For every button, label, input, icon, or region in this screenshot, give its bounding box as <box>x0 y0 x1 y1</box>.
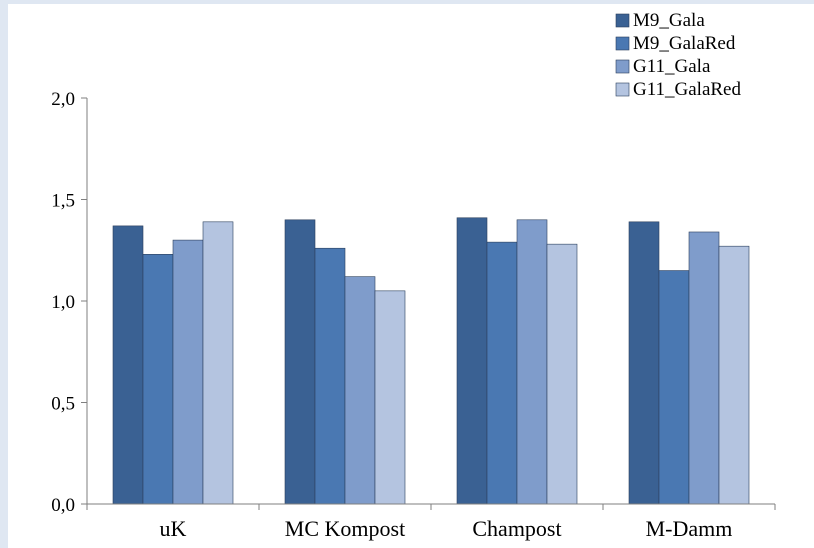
legend-swatch-G11_Gala <box>615 59 630 74</box>
x-category-label: uK <box>160 516 187 541</box>
bar-M9_GalaRed-uK <box>142 254 174 505</box>
x-category-label: Champost <box>472 516 561 541</box>
bar-G11_Gala-uK <box>172 239 204 505</box>
bar-M9_Gala-Champost <box>456 217 488 505</box>
y-tick-label: 0,5 <box>51 394 75 415</box>
bar-G11_Gala-Champost <box>516 219 548 505</box>
bar-M9_Gala-uK <box>112 225 144 505</box>
bar-G11_GalaRed-M-Damm <box>718 245 750 505</box>
bar-M9_GalaRed-Champost <box>486 241 518 505</box>
legend-swatch-G11_GalaRed <box>615 82 630 97</box>
x-category-label: MC Kompost <box>285 516 405 541</box>
bar-chart: 0,0 0,5 1,0 1,5 2,0 uK MC Kompost Champost M-Dam… <box>51 10 776 541</box>
x-category-label: M-Damm <box>646 516 733 541</box>
y-tick-label: 1,5 <box>51 191 75 212</box>
bar-M9_GalaRed-MC-Kompost <box>314 247 346 505</box>
legend-label-G11_GalaRed: G11_GalaRed <box>633 79 741 100</box>
legend-label-M9_Gala: M9_Gala <box>633 10 705 31</box>
legend-label-M9_GalaRed: M9_GalaRed <box>633 33 736 54</box>
chart-frame: 0,0 0,5 1,0 1,5 2,0 uK MC Kompost Champost M-Dam… <box>8 4 814 548</box>
legend-swatch-M9_Gala <box>615 13 630 28</box>
bar-G11_GalaRed-MC-Kompost <box>374 290 406 505</box>
bar-M9_Gala-MC-Kompost <box>284 219 316 505</box>
bar-G11_Gala-M-Damm <box>688 231 720 505</box>
bars-group <box>112 217 750 505</box>
legend-swatch-M9_GalaRed <box>615 36 630 51</box>
bar-G11_Gala-MC-Kompost <box>344 276 376 505</box>
bar-G11_GalaRed-Champost <box>546 243 578 505</box>
y-tick-label: 2,0 <box>51 89 75 110</box>
legend-label-G11_Gala: G11_Gala <box>633 56 711 77</box>
bar-G11_GalaRed-uK <box>202 221 234 505</box>
y-tick-label: 0,0 <box>51 495 75 516</box>
y-tick-label: 1,0 <box>51 292 75 313</box>
bar-M9_Gala-M-Damm <box>628 221 660 505</box>
axes-group: 0,0 0,5 1,0 1,5 2,0 uK MC Kompost Champost M-Dam… <box>51 89 776 541</box>
bar-M9_GalaRed-M-Damm <box>658 270 690 505</box>
